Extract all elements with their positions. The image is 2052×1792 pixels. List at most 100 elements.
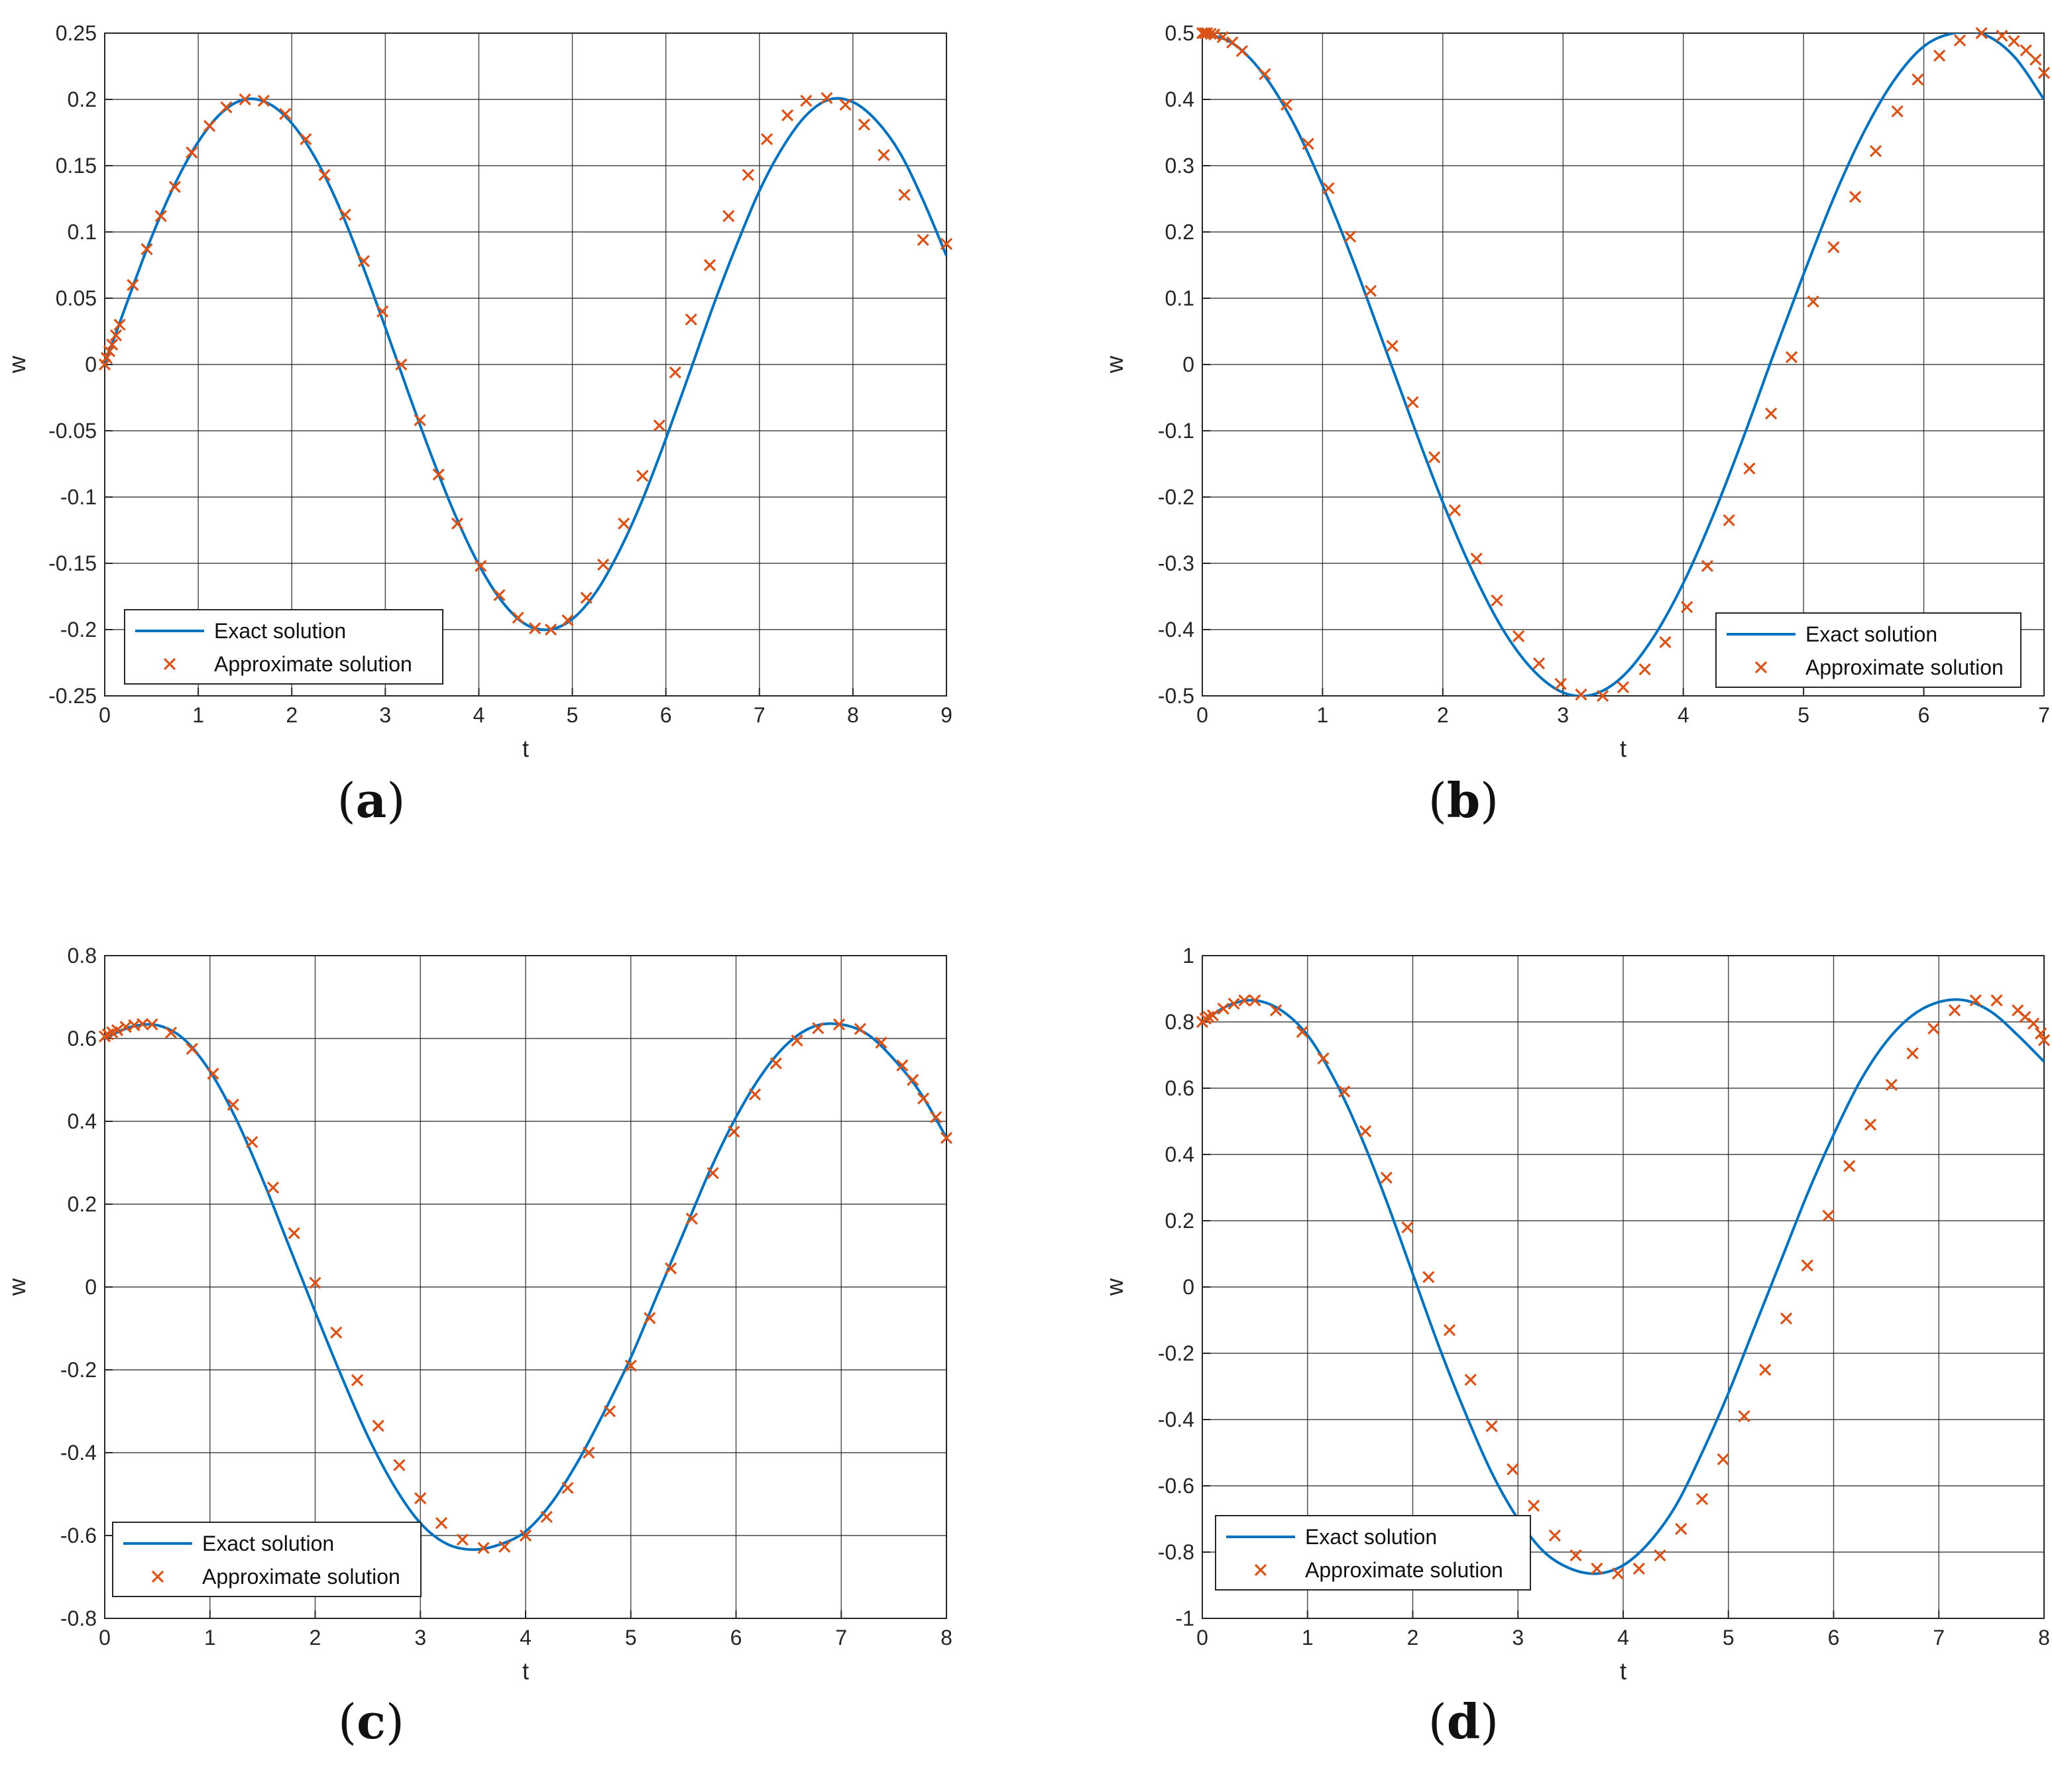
approx-marker — [2037, 1034, 2051, 1046]
y-tick-label: -0.2 — [60, 1358, 97, 1382]
approx-marker — [1575, 688, 1587, 701]
approx-marker — [1208, 28, 1221, 41]
approx-marker — [618, 517, 630, 530]
x-tick-label: 7 — [754, 703, 766, 727]
y-tick-label: 0.1 — [1165, 286, 1194, 310]
caption-d-letter: d — [1446, 1693, 1481, 1750]
approx-marker — [1891, 105, 1904, 118]
approx-marker — [330, 1326, 343, 1339]
x-tick-label: 7 — [1933, 1626, 1945, 1650]
approx-marker — [2008, 34, 2020, 48]
caption-c: (c) — [337, 1693, 405, 1750]
approx-marker — [1717, 1453, 1729, 1466]
approx-marker — [1507, 1463, 1519, 1476]
approx-marker — [1217, 1002, 1229, 1015]
approx-marker — [1975, 27, 1988, 40]
approx-marker — [106, 338, 119, 351]
x-axis-label: t — [522, 735, 529, 762]
y-tick-label: 0.4 — [68, 1109, 97, 1133]
chart-a-group: 0 1 2 3 4 5 6 7 8 9 -0.25 -0.2 -0.15 -0.1 -0.05 0 0.05 0.… — [3, 21, 953, 762]
approx-marker — [1422, 1270, 1435, 1284]
approx-marker — [227, 1098, 239, 1111]
x-tick-label: 0 — [1196, 1626, 1208, 1650]
x-tick-label: 4 — [1617, 1626, 1629, 1650]
approx-marker — [1302, 137, 1314, 150]
x-axis-label: t — [1620, 735, 1626, 762]
approx-marker — [1380, 1171, 1393, 1184]
y-tick-label: -0.05 — [48, 419, 97, 443]
series-approx-markers — [98, 91, 953, 636]
y-tick-label: 0.6 — [1165, 1076, 1194, 1100]
approx-marker — [1759, 1363, 1772, 1376]
caption-b: (b) — [1428, 772, 1499, 828]
approx-marker — [832, 1018, 846, 1031]
approx-marker — [1527, 1499, 1540, 1512]
approx-marker — [1338, 1085, 1351, 1098]
x-tick-label: 4 — [1678, 703, 1689, 727]
approx-marker — [1364, 284, 1377, 298]
y-tick-label: 0.4 — [1165, 1143, 1194, 1166]
approx-marker — [854, 1023, 866, 1035]
approx-marker — [1532, 657, 1546, 670]
approx-marker — [540, 1510, 553, 1524]
approx-marker — [1743, 462, 1756, 475]
chart-d-group: 0 1 2 3 4 5 6 7 8 -1 -0.8 -0.6 -0.4 -0.2 0 0.2 0.4 0.6 0.8… — [1101, 944, 2051, 1685]
approx-marker — [1723, 514, 1735, 527]
y-tick-label: -1 — [1176, 1606, 1194, 1630]
approx-marker — [111, 1024, 124, 1036]
legend: Exact solution Approximate solution — [1715, 612, 2022, 688]
legend-label-approx: Approximate solution — [1805, 655, 2004, 679]
approx-marker — [703, 258, 716, 272]
y-tick-label: -0.2 — [1158, 485, 1194, 509]
x-tick-label: 6 — [1828, 1626, 1840, 1650]
approx-marker — [1259, 68, 1271, 81]
x-tick-label: 7 — [2038, 703, 2050, 727]
approx-marker — [257, 94, 270, 107]
approx-marker — [2019, 1011, 2031, 1023]
legend-box — [1215, 1515, 1531, 1591]
x-tick-label: 5 — [1797, 703, 1809, 727]
legend-box — [1715, 612, 2022, 688]
approx-marker — [519, 1529, 532, 1542]
x-tick-label: 3 — [1512, 1626, 1524, 1650]
approx-marker — [917, 1092, 930, 1105]
approx-marker — [1235, 44, 1249, 58]
approx-marker — [100, 351, 113, 364]
x-tick-label: 8 — [940, 1626, 952, 1650]
approx-marker — [1849, 190, 1862, 203]
approx-marker — [1864, 1118, 1877, 1131]
x-tick-label: 3 — [414, 1626, 426, 1650]
approx-marker — [1701, 559, 1714, 573]
approx-marker — [393, 1459, 406, 1471]
approx-marker — [878, 148, 890, 162]
approx-marker — [1428, 451, 1441, 464]
approx-marker — [898, 188, 911, 201]
approx-marker — [1406, 396, 1419, 409]
approx-marker — [154, 209, 167, 223]
approx-marker — [339, 208, 351, 221]
x-tick-label: 1 — [1302, 1626, 1314, 1650]
approx-marker — [580, 591, 593, 604]
y-tick-label: 0.3 — [1165, 154, 1194, 178]
approx-marker — [839, 98, 852, 111]
y-tick-label: 0.2 — [68, 87, 97, 111]
x-tick-label: 3 — [379, 703, 391, 727]
approx-marker — [722, 209, 735, 223]
approx-marker — [664, 1262, 677, 1275]
y-tick-label: -0.6 — [1158, 1474, 1194, 1498]
approx-marker — [624, 1359, 637, 1372]
approx-marker — [318, 168, 331, 182]
approx-marker — [432, 468, 445, 481]
x-tick-label: 2 — [310, 1626, 321, 1650]
approx-marker — [1464, 1373, 1477, 1386]
approx-marker — [1617, 681, 1630, 694]
y-axis-label: w — [3, 355, 30, 374]
x-tick-label: 1 — [1317, 703, 1329, 727]
approx-marker — [1491, 594, 1503, 607]
approx-marker — [1216, 30, 1229, 44]
approx-marker — [1548, 1529, 1561, 1542]
x-axis-label: t — [1620, 1657, 1626, 1685]
approx-marker — [1869, 144, 1882, 158]
approx-marker — [653, 419, 665, 432]
